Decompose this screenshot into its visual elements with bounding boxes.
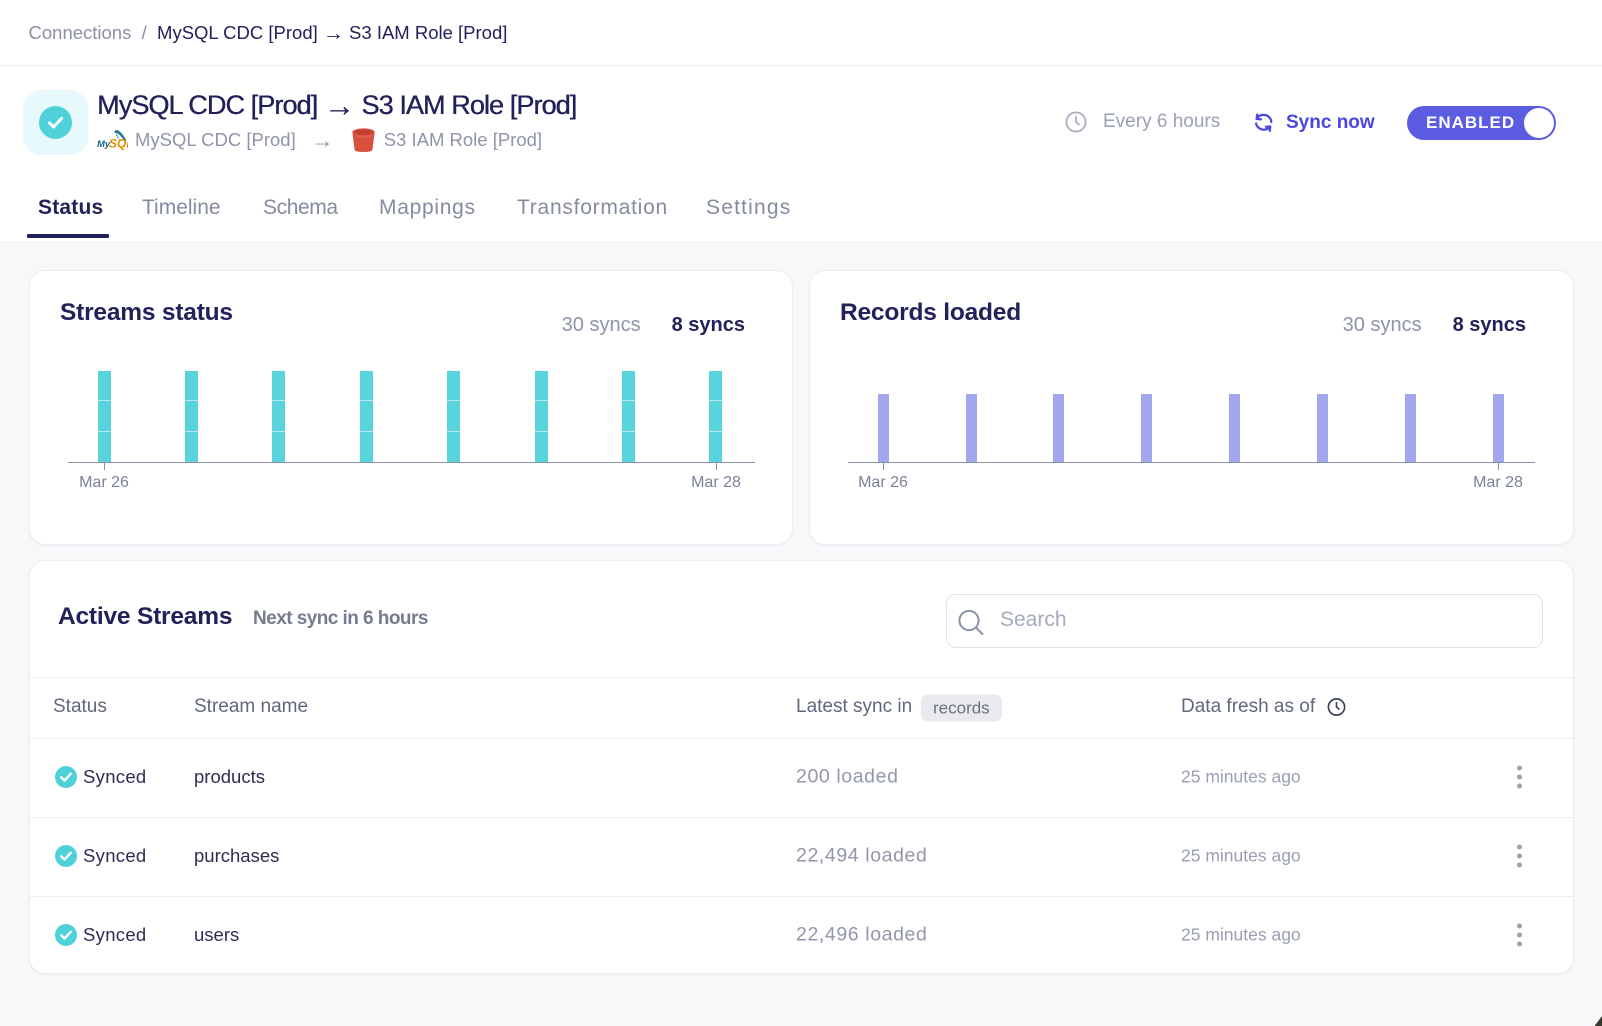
svg-text:SQL: SQL bbox=[109, 137, 128, 151]
svg-text:My: My bbox=[97, 139, 111, 150]
